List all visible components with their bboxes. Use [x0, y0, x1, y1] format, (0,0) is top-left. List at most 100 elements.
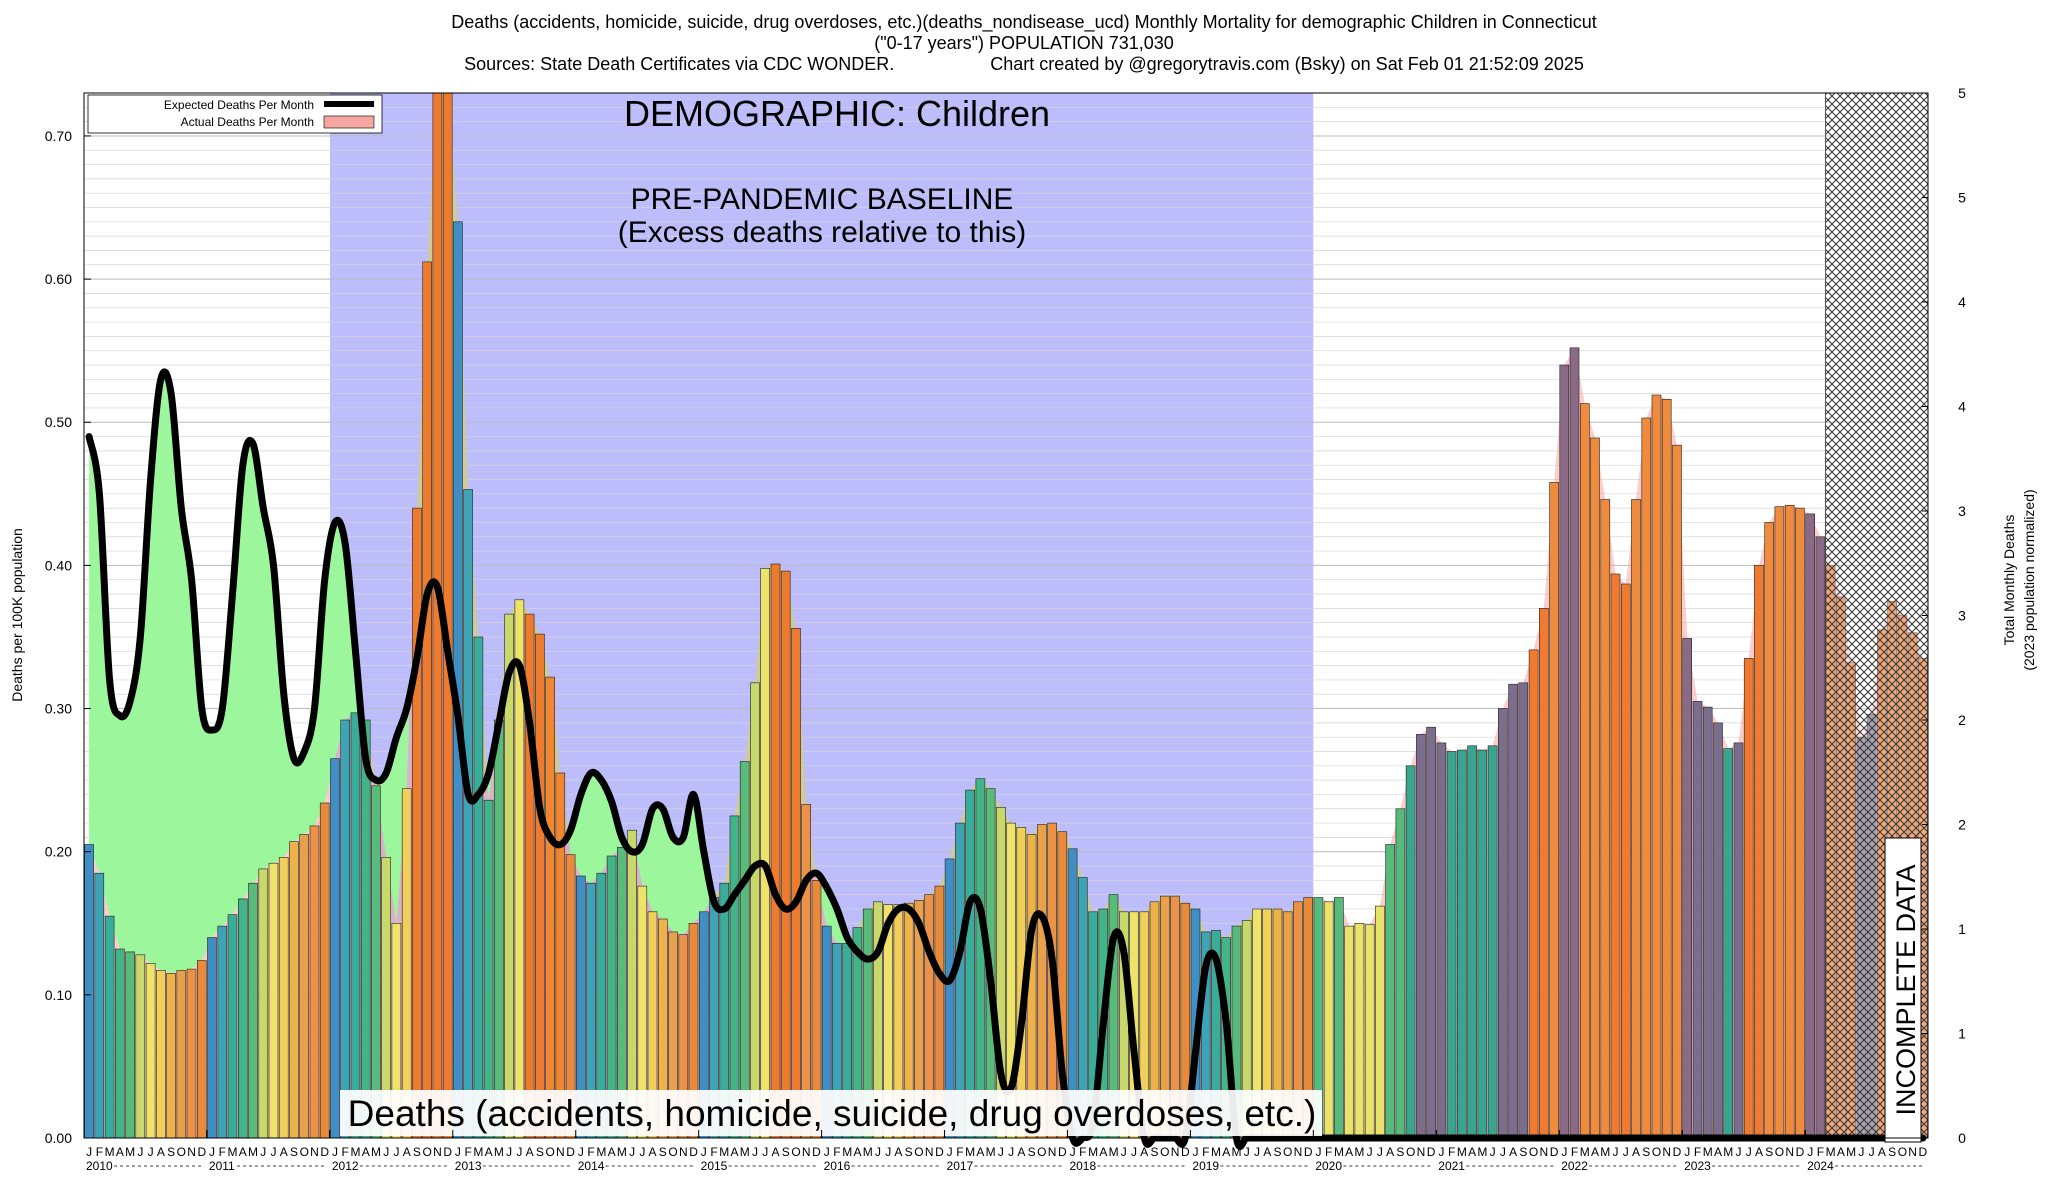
- x-month-label: F: [464, 1145, 471, 1159]
- x-month-label: N: [925, 1145, 934, 1159]
- x-month-label: A: [280, 1145, 288, 1159]
- chart-sources: Sources: State Death Certificates via CD…: [0, 54, 2048, 75]
- bar-2021-9: [1518, 682, 1529, 1139]
- y-tick-label-right: 3: [1958, 503, 1966, 519]
- legend-label-actual: Actual Deaths Per Month: [181, 115, 314, 129]
- bar-2021-3: [1457, 749, 1467, 1139]
- x-month-label: J: [1254, 1145, 1260, 1159]
- bar-2012-8: [401, 788, 412, 1139]
- chart-title-block: Deaths (accidents, homicide, suicide, dr…: [0, 12, 2048, 75]
- bar-2021-11: [1539, 607, 1549, 1139]
- x-month-label: J: [393, 1145, 399, 1159]
- x-year-label: 2020: [1315, 1159, 1342, 1173]
- x-month-label: A: [853, 1145, 861, 1159]
- x-month-label: F: [1202, 1145, 1209, 1159]
- x-month-label: J: [137, 1145, 143, 1159]
- y-tick-label-left: 0.20: [45, 844, 72, 860]
- x-month-label: F: [96, 1145, 103, 1159]
- bar-2020-3: [1334, 897, 1344, 1139]
- bar-2021-7: [1498, 708, 1508, 1139]
- bar-2010-5: [125, 951, 135, 1139]
- bar-2011-9: [289, 841, 299, 1139]
- x-month-label: M: [719, 1145, 729, 1159]
- bar-2013-4: [483, 799, 494, 1139]
- x-month-label: J: [947, 1145, 953, 1159]
- bar-2023-5: [1723, 748, 1733, 1139]
- x-month-label: M: [596, 1145, 606, 1159]
- x-month-label: F: [710, 1145, 717, 1159]
- x-month-label: A: [976, 1145, 984, 1159]
- x-month-label: M: [740, 1145, 750, 1159]
- y-axis-title-right-2: (2023 population normalized): [2021, 489, 2037, 670]
- bar-2011-6: [258, 868, 269, 1139]
- x-month-label: D: [1427, 1145, 1436, 1159]
- x-month-label: J: [1684, 1145, 1690, 1159]
- bar-2013-5: [494, 719, 504, 1139]
- x-month-label: O: [1160, 1145, 1169, 1159]
- bar-2013-2: [463, 489, 473, 1139]
- bar-2023-7: [1743, 658, 1754, 1139]
- incomplete-data-label: INCOMPLETE DATA: [1891, 864, 1921, 1115]
- bar-2022-8: [1631, 499, 1641, 1139]
- x-year-label: 2011: [209, 1159, 235, 1173]
- x-month-label: D: [1304, 1145, 1313, 1159]
- x-month-label: F: [1448, 1145, 1455, 1159]
- x-month-label: M: [1846, 1145, 1856, 1159]
- bar-2012-4: [360, 719, 371, 1139]
- y-tick-label-right: 1: [1958, 921, 1966, 937]
- x-month-label: M: [1580, 1145, 1590, 1159]
- x-month-label: D: [1181, 1145, 1190, 1159]
- baseline-label-line1: PRE-PANDEMIC BASELINE: [631, 183, 1014, 216]
- bar-2023-9: [1764, 522, 1774, 1139]
- x-month-label: N: [310, 1145, 319, 1159]
- bar-2020-8: [1385, 844, 1395, 1139]
- x-month-label: J: [516, 1145, 522, 1159]
- x-month-label: S: [413, 1145, 421, 1159]
- x-year-label: 2016: [824, 1159, 851, 1173]
- bar-2012-2: [340, 719, 351, 1139]
- x-month-label: J: [260, 1145, 266, 1159]
- x-month-label: O: [545, 1145, 554, 1159]
- chart-subtitle: ("0-17 years") POPULATION 731,030: [874, 33, 1174, 53]
- bar-2021-12: [1549, 482, 1559, 1139]
- x-month-label: F: [956, 1145, 963, 1159]
- bar-2011-12: [319, 802, 330, 1139]
- bar-2021-6: [1487, 745, 1498, 1139]
- bar-2022-5: [1600, 499, 1611, 1139]
- x-month-label: J: [1008, 1145, 1014, 1159]
- x-month-label: J: [1377, 1145, 1383, 1159]
- demographic-label: DEMOGRAPHIC: Children: [624, 93, 1050, 134]
- x-month-label: A: [1837, 1145, 1845, 1159]
- bar-2020-9: [1395, 808, 1406, 1139]
- x-month-label: J: [86, 1145, 92, 1159]
- x-month-label: S: [1273, 1145, 1281, 1159]
- bar-2020-10: [1405, 765, 1416, 1139]
- y-tick-label-left: 0.30: [45, 701, 72, 717]
- x-month-label: M: [1826, 1145, 1836, 1159]
- x-month-label: N: [1785, 1145, 1794, 1159]
- baseline-label-line2: (Excess deaths relative to this): [618, 216, 1027, 249]
- y-tick-label-right: 3: [1958, 608, 1966, 624]
- bar-2015-11: [801, 804, 812, 1139]
- y-tick-label-right: 1: [1958, 1026, 1966, 1042]
- x-month-label: D: [935, 1145, 944, 1159]
- bar-2020-11: [1416, 733, 1426, 1139]
- x-month-label: M: [473, 1145, 483, 1159]
- bar-2012-5: [371, 785, 381, 1139]
- x-month-label: J: [639, 1145, 645, 1159]
- legend-swatch-actual: [323, 115, 375, 129]
- bar-2020-7: [1375, 905, 1385, 1139]
- x-month-label: A: [403, 1145, 411, 1159]
- x-month-label: O: [1775, 1145, 1784, 1159]
- bar-2015-4: [729, 815, 740, 1139]
- bottom-label-bg: [340, 1090, 1322, 1136]
- x-month-label: J: [1367, 1145, 1373, 1159]
- x-month-label: A: [485, 1145, 493, 1159]
- bottom-category-label: Deaths (accidents, homicide, suicide, dr…: [348, 1093, 1317, 1134]
- x-month-label: J: [209, 1145, 215, 1159]
- bar-2015-9: [780, 570, 791, 1139]
- x-year-label: 2024: [1807, 1159, 1834, 1173]
- x-month-label: S: [905, 1145, 913, 1159]
- x-month-label: A: [1509, 1145, 1517, 1159]
